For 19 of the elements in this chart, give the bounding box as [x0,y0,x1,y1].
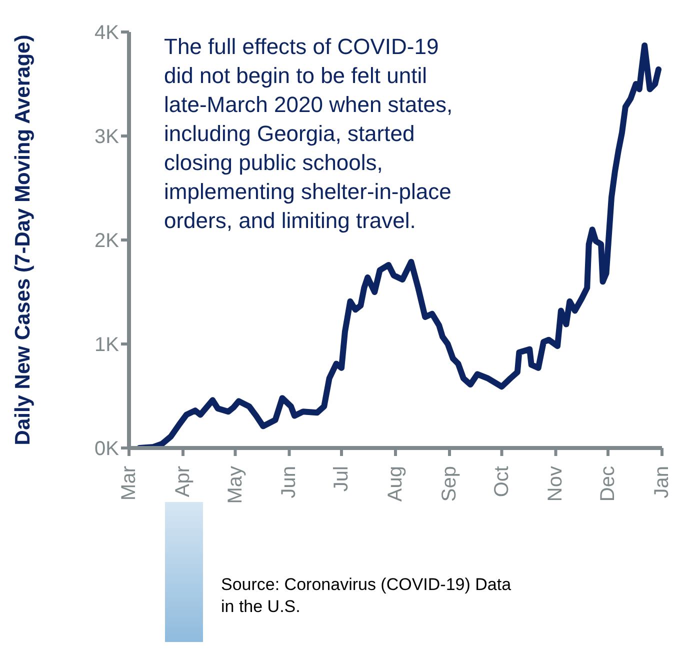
annotation: The full effects of COVID-19 did not begin to be felt until late-March 2020 when states, including Georgia, started closing public schools, implementing shelter-in-place orders, and limiting travel. [164,33,454,235]
x-tick-label: Mar [118,466,140,500]
x-tick-label: Oct [490,466,513,498]
x-tick-label: Jul [330,466,353,492]
x-tick-label: Apr [172,466,194,498]
x-tick-label: Jan [651,466,673,498]
y-tick-label: 1K [94,334,120,356]
y-tick-label: 0K [94,438,120,460]
x-tick-label: Jun [278,466,300,498]
x-tick-label: May [224,466,246,504]
y-axis-title: Daily New Cases (7-Day Moving Average) [11,34,34,446]
x-tick-label: Sep [438,466,460,502]
y-tick-label: 3K [94,126,120,148]
source-note: Source: Coronavirus (COVID-19) Data in the U.S. [221,574,512,618]
x-tick-label: Aug [384,466,406,502]
x-tick-label: Dec [597,466,620,502]
y-tick-label: 4K [94,22,120,44]
y-tick-label: 2K [94,230,120,252]
x-tick-label: Nov [544,466,567,502]
